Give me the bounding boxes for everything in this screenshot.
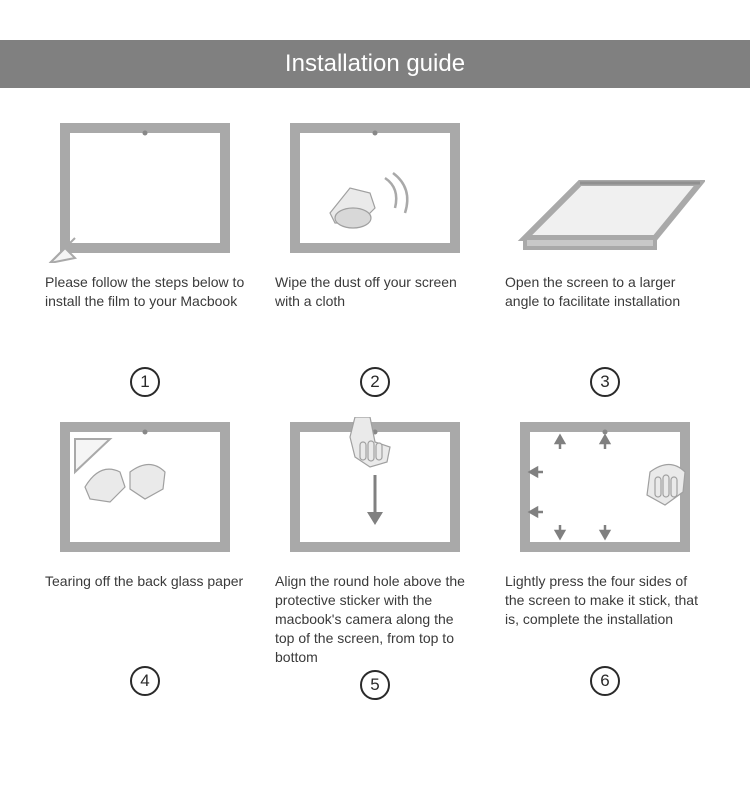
step-3-text: Open the screen to a larger angle to fac…	[505, 273, 705, 363]
step-2-text: Wipe the dust off your screen with a clo…	[275, 273, 475, 363]
steps-grid: Please follow the steps below to install…	[0, 88, 750, 720]
header-title: Installation guide	[285, 50, 465, 78]
step-1-illustration	[45, 118, 245, 263]
step-2: Wipe the dust off your screen with a clo…	[275, 118, 475, 397]
step-4: Tearing off the back glass paper 4	[45, 417, 245, 700]
step-4-text: Tearing off the back glass paper	[45, 572, 243, 662]
header-bar: Installation guide	[0, 40, 750, 88]
step-1: Please follow the steps below to install…	[45, 118, 245, 397]
step-1-text: Please follow the steps below to install…	[45, 273, 245, 363]
step-4-illustration	[45, 417, 245, 562]
step-5-illustration	[275, 417, 475, 562]
step-2-number: 2	[360, 367, 390, 397]
step-5-number: 5	[360, 670, 390, 700]
step-3-number: 3	[590, 367, 620, 397]
step-6: Lightly press the four sides of the scre…	[505, 417, 705, 700]
step-3: Open the screen to a larger angle to fac…	[505, 118, 705, 397]
step-5-text: Align the round hole above the protectiv…	[275, 572, 475, 666]
step-6-text: Lightly press the four sides of the scre…	[505, 572, 705, 662]
step-3-illustration	[505, 118, 705, 263]
step-6-number: 6	[590, 666, 620, 696]
step-5: Align the round hole above the protectiv…	[275, 417, 475, 700]
step-4-number: 4	[130, 666, 160, 696]
step-1-number: 1	[130, 367, 160, 397]
step-2-illustration	[275, 118, 475, 263]
step-6-illustration	[505, 417, 705, 562]
